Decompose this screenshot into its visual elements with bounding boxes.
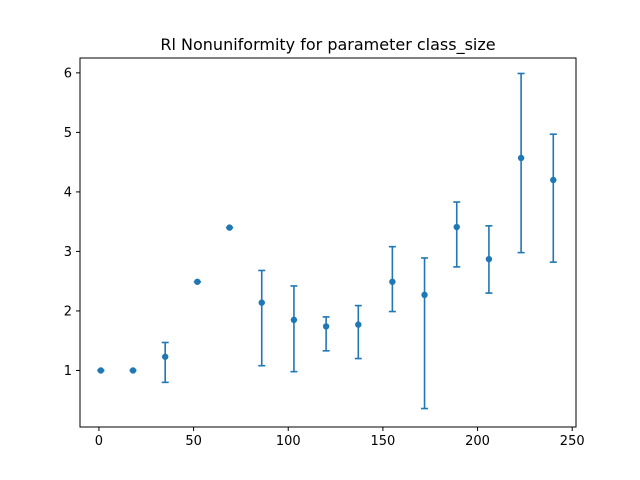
chart-title: Rl Nonuniformity for parameter class_siz… — [160, 35, 495, 55]
data-point — [453, 223, 460, 231]
x-tick-label: 150 — [370, 434, 395, 449]
data-point — [550, 176, 557, 184]
data-point — [194, 278, 201, 285]
data-point — [389, 278, 396, 285]
data-point — [226, 224, 233, 231]
x-tick-label: 100 — [276, 434, 301, 449]
x-tick-label: 250 — [560, 434, 585, 449]
x-tick-label: 200 — [465, 434, 490, 449]
plot-frame — [79, 57, 577, 428]
y-tick-label: 6 — [64, 66, 72, 81]
data-point — [290, 316, 298, 324]
x-tick-label: 0 — [95, 434, 103, 449]
data-point — [97, 367, 105, 374]
data-point — [258, 299, 265, 306]
data-points — [97, 154, 557, 374]
y-tick-label: 4 — [64, 185, 72, 200]
data-point — [129, 367, 137, 374]
data-point — [322, 323, 330, 330]
x-tick-label: 50 — [185, 434, 202, 449]
x-axis: 0 50 100 150 200 250 — [95, 427, 585, 449]
data-point — [421, 291, 428, 299]
y-axis: 1 2 3 4 5 6 — [64, 66, 80, 379]
y-tick-label: 2 — [64, 304, 72, 319]
y-tick-label: 5 — [64, 126, 72, 141]
y-tick-label: 3 — [64, 245, 72, 260]
data-point — [355, 321, 362, 328]
data-point — [517, 154, 525, 162]
data-point — [161, 353, 169, 360]
y-tick-label: 1 — [64, 364, 72, 379]
data-point — [485, 255, 493, 263]
